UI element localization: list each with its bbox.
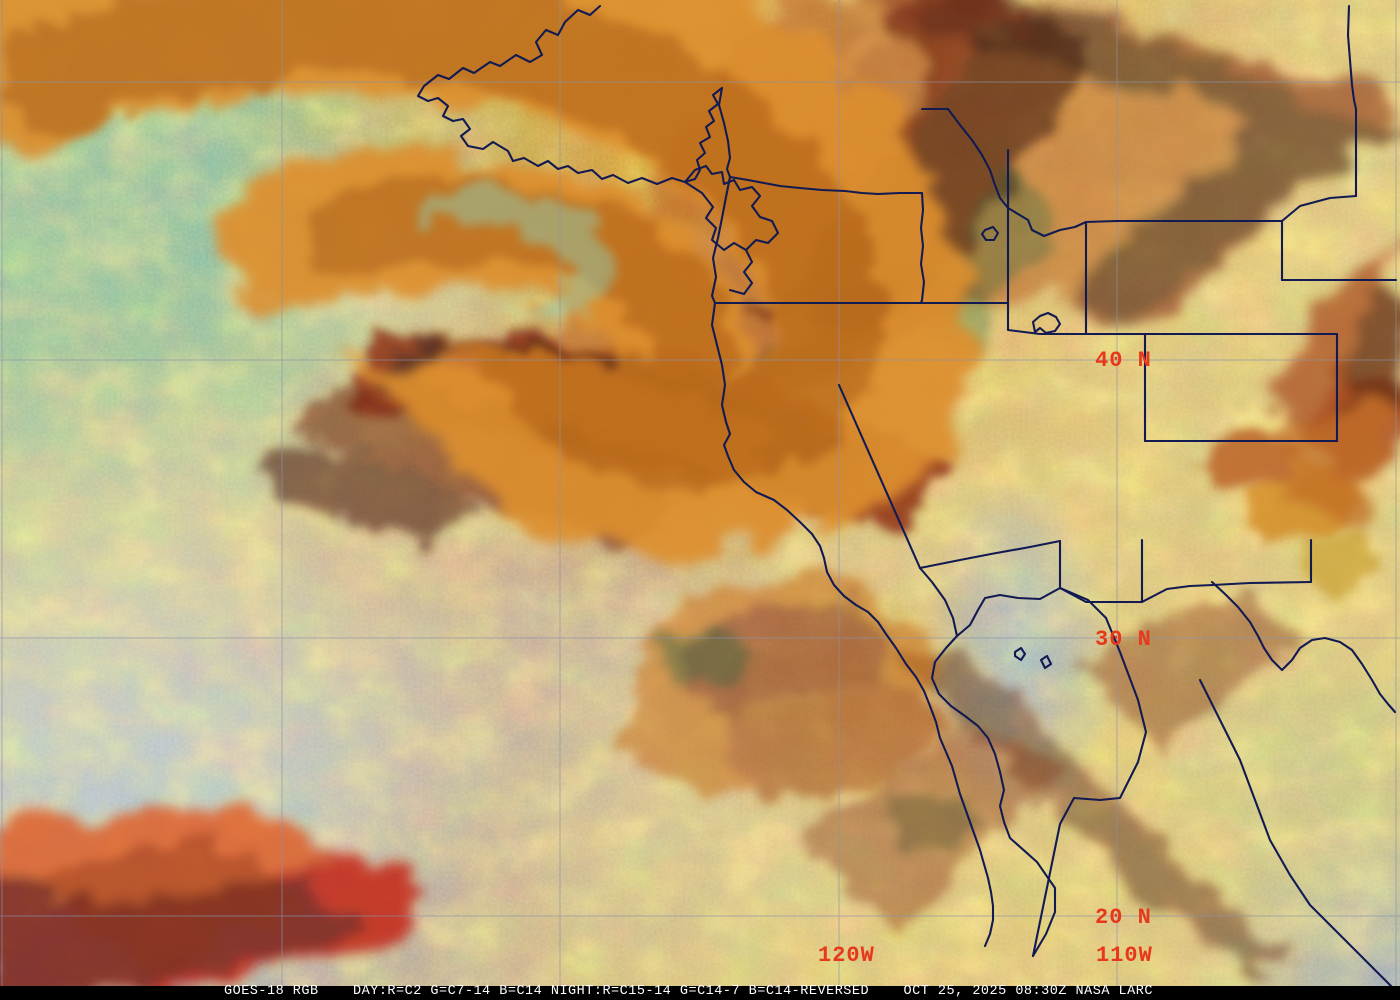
svg-text:40 N: 40 N xyxy=(1095,348,1152,373)
svg-text:110W: 110W xyxy=(1096,943,1153,968)
svg-text:20 N: 20 N xyxy=(1095,905,1152,930)
svg-text:30 N: 30 N xyxy=(1095,627,1152,652)
svg-text:120W: 120W xyxy=(818,943,875,968)
